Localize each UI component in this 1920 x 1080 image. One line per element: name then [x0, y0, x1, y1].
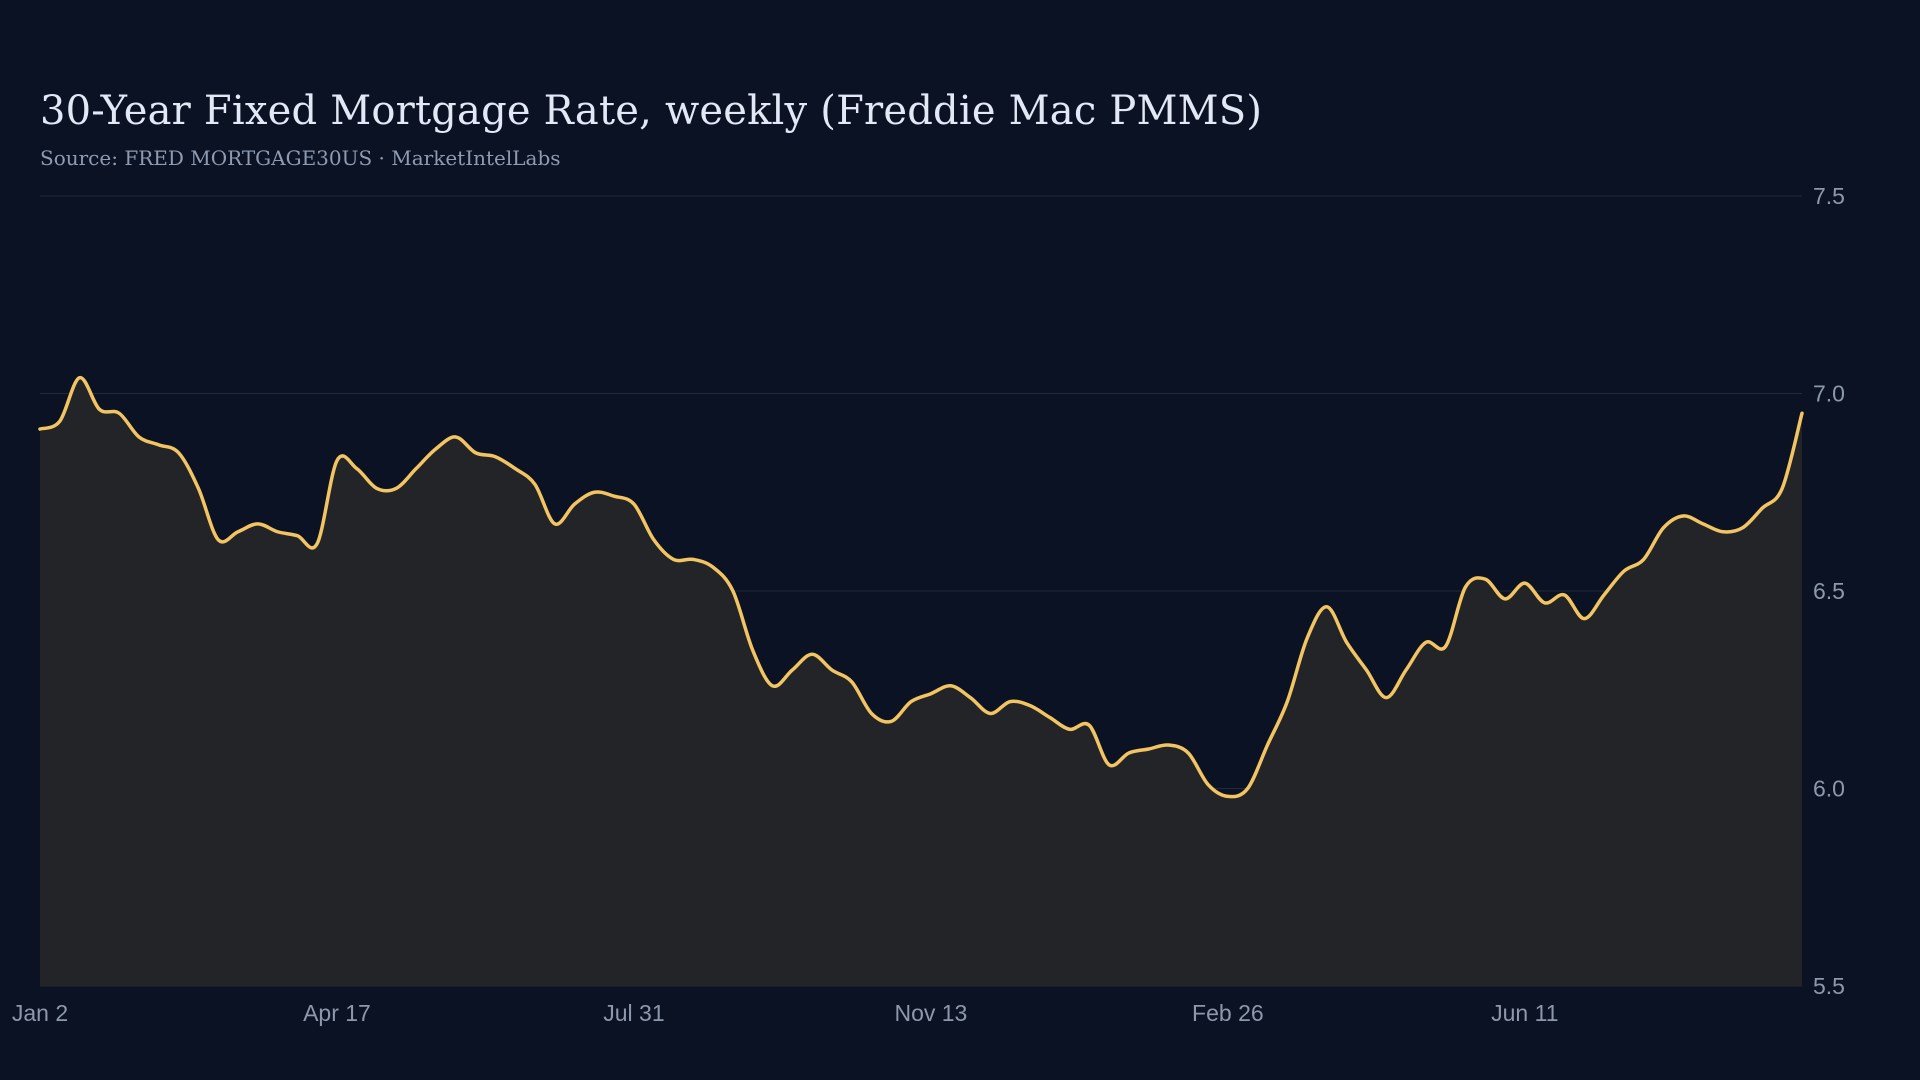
- y-tick-label: 5.5: [1813, 973, 1845, 999]
- y-tick-label: 7.5: [1813, 183, 1845, 209]
- y-tick-label: 7.0: [1813, 381, 1845, 407]
- x-axis: Jan 2 Apr 17 Jul 31 Nov 13 Feb 26 Jun 11: [12, 1000, 1559, 1026]
- x-tick-label: Jul 31: [603, 1000, 664, 1026]
- y-axis: 7.5 7.0 6.5 6.0 5.5: [1813, 183, 1845, 999]
- series-area-fill: [40, 377, 1802, 986]
- x-tick-label: Nov 13: [894, 1000, 967, 1026]
- y-tick-label: 6.0: [1813, 776, 1845, 802]
- x-tick-label: Jun 11: [1491, 1000, 1558, 1026]
- x-tick-label: Apr 17: [303, 1000, 371, 1026]
- series-line: [38, 375, 1804, 799]
- y-tick-label: 6.5: [1813, 578, 1845, 604]
- series-layer: [38, 375, 1804, 986]
- x-tick-label: Jan 2: [12, 1000, 68, 1026]
- x-tick-label: Feb 26: [1192, 1000, 1264, 1026]
- chart-title: 30-Year Fixed Mortgage Rate, weekly (Fre…: [40, 88, 1263, 134]
- chart-subtitle: Source: FRED MORTGAGE30US · MarketIntelL…: [40, 146, 561, 170]
